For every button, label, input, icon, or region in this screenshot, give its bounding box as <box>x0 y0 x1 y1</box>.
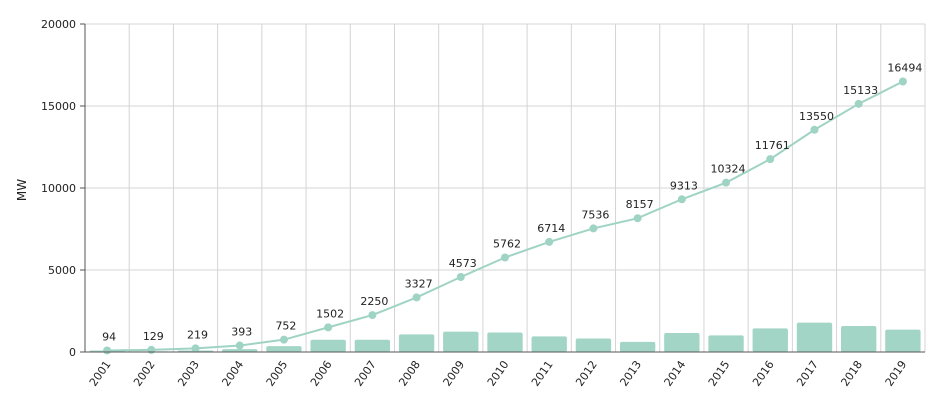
line-point-2007 <box>368 311 377 320</box>
data-label-2004: 393 <box>231 326 252 339</box>
bar-2006 <box>310 339 346 352</box>
bar-2012 <box>575 338 612 352</box>
data-label-2006: 1502 <box>316 307 344 320</box>
x-tick-label: 2018 <box>838 358 865 388</box>
x-tick-label: 2015 <box>706 358 733 388</box>
bar-2019 <box>885 329 921 352</box>
data-label-2017: 13550 <box>799 110 834 123</box>
bar-2008 <box>398 334 435 352</box>
data-label-2018: 15133 <box>843 84 878 97</box>
line-point-2019 <box>898 77 907 86</box>
data-label-2014: 9313 <box>670 179 698 192</box>
x-tick-label: 2002 <box>131 358 158 388</box>
x-tick-label: 2011 <box>529 358 556 388</box>
bar-2017 <box>796 322 833 352</box>
y-tick-label: 20000 <box>41 18 76 31</box>
bar-2009 <box>443 331 479 352</box>
x-tick-label: 2008 <box>396 358 423 388</box>
x-tick-label: 2003 <box>175 358 202 388</box>
data-label-2019: 16494 <box>887 61 922 74</box>
line-point-2018 <box>854 99 863 108</box>
x-tick-label: 2004 <box>219 358 246 388</box>
line-point-2010 <box>501 253 509 262</box>
line-series <box>103 77 907 355</box>
data-label-2011: 6714 <box>537 222 565 235</box>
bar-2011 <box>531 336 567 352</box>
bar-2015 <box>708 335 744 352</box>
y-tick-label: 5000 <box>48 264 76 277</box>
x-tick-label: 2014 <box>662 358 689 388</box>
bar-2005 <box>266 346 302 352</box>
y-axis-title: MW <box>15 179 29 201</box>
data-label-2016: 11761 <box>755 139 790 152</box>
data-label-2012: 7536 <box>581 208 609 221</box>
bar-2007 <box>354 339 391 352</box>
data-label-2015: 10324 <box>711 163 746 176</box>
line-point-2014 <box>677 195 686 204</box>
line-point-2001 <box>103 346 112 355</box>
data-label-2007: 2250 <box>360 295 388 308</box>
x-tick-label: 2009 <box>441 358 468 388</box>
line-point-2004 <box>235 341 244 350</box>
line-point-2006 <box>324 323 333 332</box>
data-label-2001: 94 <box>102 330 116 343</box>
data-label-2010: 5762 <box>493 238 521 251</box>
bar-2016 <box>752 328 788 352</box>
bar-2010 <box>487 332 523 352</box>
y-tick-label: 15000 <box>41 100 76 113</box>
x-tick-label: 2019 <box>883 358 910 388</box>
x-tick-label: 2001 <box>87 358 114 388</box>
bar-2018 <box>841 326 877 352</box>
data-label-2009: 4573 <box>449 257 477 270</box>
line-point-2013 <box>633 214 642 223</box>
bars <box>89 322 921 352</box>
x-tick-label: 2012 <box>573 358 600 388</box>
line-point-2008 <box>412 293 421 302</box>
line-point-2011 <box>545 237 554 246</box>
y-tick-label: 10000 <box>41 182 76 195</box>
data-labels: 94 129 219 393 752 1502 2250 3327 4573 5762 6714 75… <box>102 61 922 343</box>
bar-2013 <box>619 341 656 352</box>
line-point-2012 <box>589 224 598 233</box>
line-point-2005 <box>279 335 288 344</box>
data-label-2008: 3327 <box>405 277 433 290</box>
data-label-2013: 8157 <box>626 198 654 211</box>
x-tick-label: 2005 <box>264 358 291 388</box>
data-label-2003: 219 <box>187 328 208 341</box>
x-tick-label: 2017 <box>794 358 821 388</box>
data-label-2002: 129 <box>143 330 164 343</box>
line-point-2016 <box>766 155 775 164</box>
line-point-2003 <box>191 344 200 353</box>
y-tick-label: 0 <box>69 346 76 359</box>
bar-2014 <box>664 333 700 352</box>
line-point-2002 <box>147 345 156 354</box>
line-point-2015 <box>722 178 731 187</box>
cumulative-line <box>107 80 904 352</box>
x-tick-label: 2010 <box>485 358 512 388</box>
x-tick-label: 2007 <box>352 358 379 388</box>
x-tick-label: 2013 <box>617 358 644 388</box>
grid <box>85 23 926 352</box>
x-tick-label: 2016 <box>750 358 777 388</box>
line-point-2009 <box>456 273 465 282</box>
data-label-2005: 752 <box>275 320 296 333</box>
x-tick-label: 2006 <box>308 358 335 388</box>
bar-2004 <box>222 349 258 352</box>
line-point-2017 <box>810 125 819 134</box>
